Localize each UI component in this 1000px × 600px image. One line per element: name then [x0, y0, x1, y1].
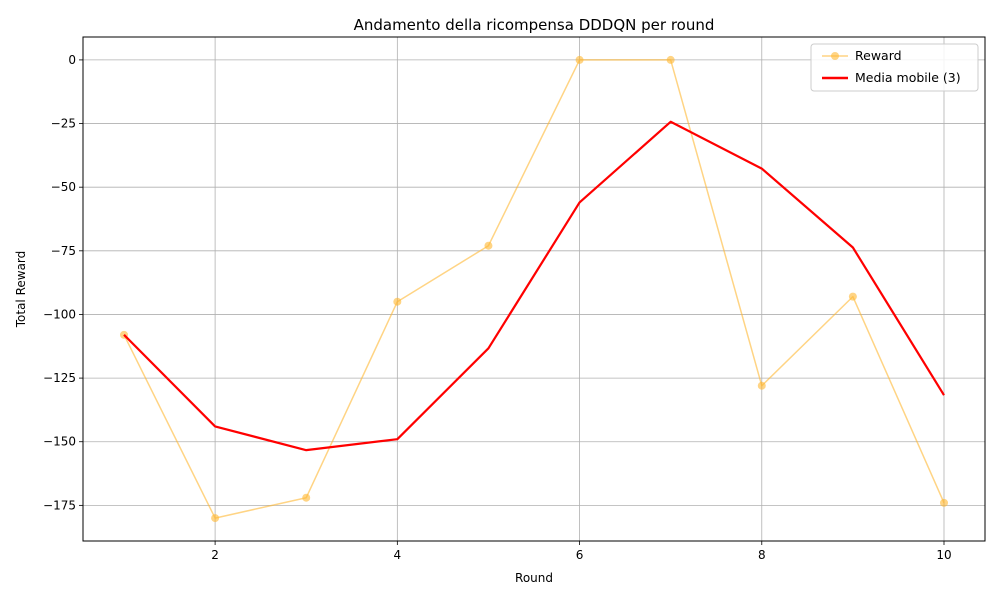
reward-point [757, 381, 766, 390]
reward-point [940, 498, 948, 507]
legend-moving-average-label: Media mobile (3) [855, 70, 961, 85]
reward-point [393, 297, 402, 306]
reward-line [123, 59, 945, 519]
legend-reward-label: Reward [855, 48, 902, 63]
x-axis-label: Round [515, 571, 553, 585]
x-tick-label: 8 [758, 548, 766, 562]
reward-point [575, 55, 584, 64]
moving-average-line [123, 120, 945, 452]
y-tick-label: −75 [51, 244, 76, 258]
x-tick-label: 10 [936, 548, 951, 562]
legend: Reward Media mobile (3) [810, 43, 979, 92]
x-tick-label: 4 [394, 548, 402, 562]
series-layer [120, 55, 948, 523]
reward-point [848, 292, 857, 301]
y-tick-label: −125 [43, 371, 76, 385]
reward-point [666, 55, 675, 64]
y-tick-label: −175 [43, 498, 76, 512]
y-tick-label: 0 [68, 53, 76, 67]
reward-point [302, 493, 311, 502]
y-tick-label: −100 [43, 307, 76, 321]
plot-frame [82, 36, 986, 542]
y-axis-label: Total Reward [14, 251, 28, 329]
y-tick-label: −50 [51, 180, 76, 194]
legend-reward-marker [831, 52, 839, 60]
y-tick-label: −150 [43, 435, 76, 449]
x-tick-label: 6 [576, 548, 584, 562]
x-tick-label: 2 [211, 548, 219, 562]
chart-title: Andamento della ricompensa DDDQN per rou… [354, 16, 715, 34]
reward-point [211, 514, 220, 523]
legend-box [810, 43, 979, 92]
reward-point [484, 241, 493, 250]
ticks: 2 4 6 8 10 0 −25 −50 −75 −100 −125 −150 −175 [43, 53, 952, 562]
y-tick-label: −25 [51, 117, 76, 131]
